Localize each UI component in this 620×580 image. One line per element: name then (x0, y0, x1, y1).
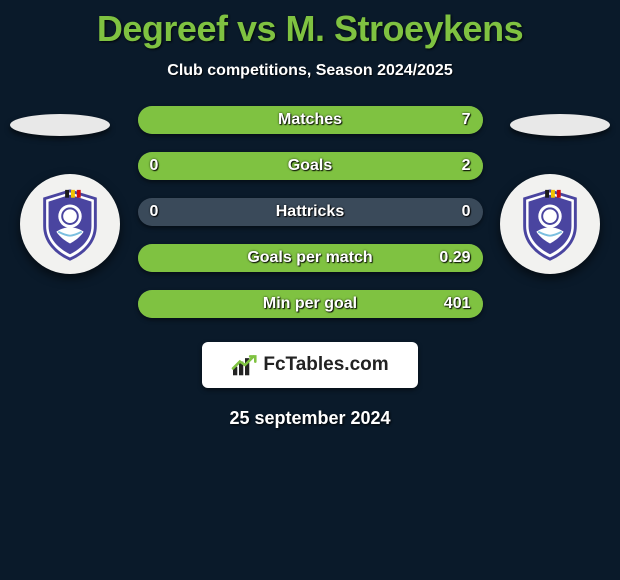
player-left-oval (10, 114, 110, 136)
stat-row: 0Hattricks0 (138, 198, 483, 226)
stat-value-right: 0.29 (439, 244, 470, 272)
club-crest-icon (511, 185, 589, 263)
date-line: 25 september 2024 (0, 408, 620, 429)
stat-row: 0Goals2 (138, 152, 483, 180)
brand-text: FcTables.com (263, 354, 388, 376)
stat-label: Goals (138, 152, 483, 180)
stat-label: Goals per match (138, 244, 483, 272)
stat-rows: Matches70Goals20Hattricks0Goals per matc… (138, 102, 483, 318)
stat-value-right: 2 (462, 152, 471, 180)
stat-row: Goals per match0.29 (138, 244, 483, 272)
stat-label: Min per goal (138, 290, 483, 318)
club-badge-right (500, 174, 600, 274)
stat-row: Matches7 (138, 106, 483, 134)
page-title: Degreef vs M. Stroeykens (0, 0, 620, 50)
stat-value-right: 7 (462, 106, 471, 134)
brand-badge[interactable]: FcTables.com (202, 342, 418, 388)
stat-row: Min per goal401 (138, 290, 483, 318)
player-right-oval (510, 114, 610, 136)
stat-value-right: 401 (444, 290, 471, 318)
page-subtitle: Club competitions, Season 2024/2025 (0, 62, 620, 80)
club-crest-icon (31, 185, 109, 263)
brand-chart-icon (231, 353, 259, 377)
club-badge-left (20, 174, 120, 274)
stat-label: Hattricks (138, 198, 483, 226)
stat-label: Matches (138, 106, 483, 134)
stat-value-right: 0 (462, 198, 471, 226)
comparison-arena: Matches70Goals20Hattricks0Goals per matc… (0, 102, 620, 318)
